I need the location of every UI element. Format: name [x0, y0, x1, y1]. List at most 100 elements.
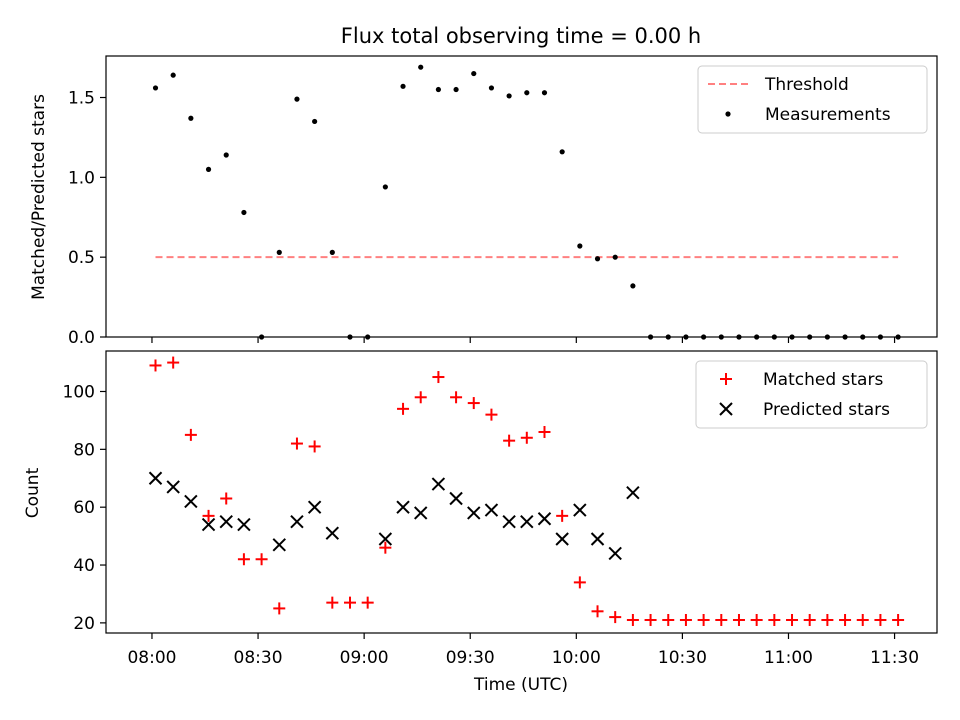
matched-stars-layer	[149, 356, 905, 626]
measurement-point	[630, 283, 636, 289]
matched-star-marker	[149, 359, 162, 372]
predicted-star-marker	[184, 494, 198, 509]
predicted-star-marker	[325, 526, 340, 540]
matched-star-marker	[290, 437, 303, 450]
top-y-tick-label: 1.0	[68, 168, 95, 188]
matched-star-marker	[786, 613, 799, 626]
matched-star-marker	[273, 602, 286, 615]
matched-star-marker	[397, 402, 410, 415]
matched-star-marker	[450, 391, 463, 404]
matched-star-marker	[202, 509, 215, 522]
predicted-star-marker	[237, 517, 251, 532]
measurement-point	[418, 64, 424, 70]
measurement-point	[435, 86, 441, 93]
predicted-star-marker	[626, 486, 640, 500]
matched-star-marker	[856, 613, 869, 626]
predicted-stars-layer	[148, 471, 640, 561]
measurement-point	[594, 256, 601, 262]
predicted-star-marker	[431, 477, 446, 491]
bottom-axes-frame	[105, 350, 938, 634]
matched-star-marker	[556, 509, 569, 522]
matched-star-marker	[803, 613, 816, 626]
matched-star-marker	[184, 428, 197, 441]
predicted-star-marker	[307, 500, 322, 514]
matched-star-marker	[503, 434, 516, 447]
measurement-point	[241, 209, 247, 216]
matched-star-marker	[591, 605, 604, 618]
matched-star-marker	[414, 391, 427, 404]
matched-star-marker	[626, 613, 639, 626]
measurement-point	[506, 93, 512, 99]
bottom-y-tick-label: 100	[63, 382, 95, 402]
x-axis-label: Time (UTC)	[473, 675, 568, 695]
matched-star-marker	[467, 397, 480, 410]
predicted-star-marker	[467, 506, 481, 520]
predicted-star-marker	[166, 480, 180, 494]
matched-star-marker	[839, 613, 852, 626]
bottom-y-tick-label: 20	[73, 614, 95, 634]
measurement-point	[205, 166, 212, 172]
measurement-point	[294, 96, 300, 102]
matched-star-marker	[379, 541, 392, 554]
top-axes-frame	[105, 55, 938, 338]
top-y-axis-label: Matched/Predicted stars	[29, 94, 49, 300]
matched-star-marker	[520, 431, 533, 444]
matched-star-marker	[892, 613, 905, 626]
bottom-legend-box	[695, 360, 928, 429]
bottom-y-axis-label: Count	[23, 467, 43, 518]
top-y-tick-label: 0.0	[68, 328, 95, 348]
top-y-ticks: 0.0 0.5 1.0 1.5	[68, 89, 106, 348]
matched-star-marker	[874, 613, 887, 626]
x-tick-label: 08:00	[127, 648, 176, 668]
predicted-star-marker	[537, 512, 552, 526]
predicted-star-marker	[573, 503, 587, 517]
matched-star-marker	[750, 613, 763, 626]
bottom-y-tick-label: 40	[73, 556, 95, 576]
predicted-star-marker	[219, 514, 233, 529]
predicted-star-marker	[396, 500, 410, 514]
legend-matched-label: Matched stars	[763, 370, 883, 390]
measurement-point	[471, 70, 477, 77]
predicted-star-marker	[378, 532, 393, 546]
matched-star-marker	[821, 613, 834, 626]
measurement-point	[312, 118, 318, 125]
legend-matched-swatch	[720, 373, 732, 385]
top-x-ticks	[151, 337, 896, 343]
predicted-star-marker	[520, 514, 534, 529]
measurement-point	[170, 72, 176, 78]
x-tick-label: 08:30	[234, 648, 283, 668]
matched-star-marker	[538, 425, 551, 438]
measurement-point	[188, 115, 194, 121]
bottom-y-tick-label: 80	[73, 440, 95, 460]
x-tick-label: 09:30	[446, 648, 495, 668]
matched-star-marker	[167, 356, 180, 369]
predicted-star-marker	[414, 506, 428, 520]
matched-star-marker	[220, 492, 233, 505]
measurement-point	[453, 86, 459, 93]
matched-star-marker	[609, 611, 622, 624]
legend-measurements-label: Measurements	[765, 105, 891, 125]
predicted-star-marker	[608, 546, 622, 561]
matched-star-marker	[573, 576, 586, 589]
top-legend-box	[697, 65, 928, 134]
x-tick-label: 11:30	[870, 648, 919, 668]
top-y-tick-label: 1.5	[68, 89, 95, 109]
bottom-legend: Matched stars Predicted stars	[695, 360, 928, 429]
matched-star-marker	[255, 553, 268, 566]
matched-star-marker	[662, 613, 675, 626]
predicted-star-marker	[449, 491, 463, 506]
predicted-star-marker	[590, 532, 605, 546]
chart-title: Flux total observing time = 0.00 h	[341, 24, 701, 48]
predicted-star-marker	[290, 514, 304, 529]
predicted-star-marker	[484, 503, 499, 517]
top-y-tick-label: 0.5	[68, 248, 95, 268]
matched-star-marker	[697, 613, 710, 626]
bottom-y-ticks: 20 40 60 80 100	[63, 382, 106, 634]
predicted-star-marker	[201, 517, 216, 532]
matched-star-marker	[732, 613, 745, 626]
legend-predicted-label: Predicted stars	[763, 400, 890, 420]
bottom-y-tick-label: 60	[73, 498, 95, 518]
top-panel: 0.0 0.5 1.0 1.5 Matched/Predicted stars Thr…	[29, 55, 938, 348]
matched-star-marker	[485, 408, 498, 421]
